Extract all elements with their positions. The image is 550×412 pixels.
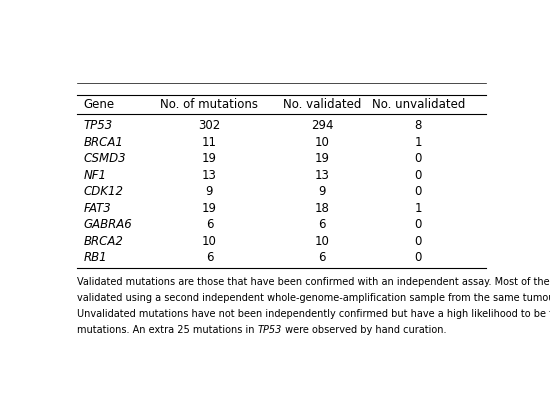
- Text: 0: 0: [415, 169, 422, 182]
- Text: 9: 9: [206, 185, 213, 198]
- Text: FAT3: FAT3: [84, 201, 112, 215]
- Text: TP53: TP53: [84, 119, 113, 132]
- Text: 6: 6: [206, 218, 213, 231]
- Text: 1: 1: [415, 201, 422, 215]
- Text: 10: 10: [315, 234, 330, 248]
- Text: Validated mutations are those that have been confirmed with an independent assay: Validated mutations are those that have …: [77, 277, 550, 287]
- Text: 0: 0: [415, 251, 422, 264]
- Text: RB1: RB1: [84, 251, 107, 264]
- Text: No. validated: No. validated: [283, 98, 361, 112]
- Text: validated using a second independent whole-genome-amplification sample from the : validated using a second independent who…: [77, 293, 550, 303]
- Text: CDK12: CDK12: [84, 185, 124, 198]
- Text: No. unvalidated: No. unvalidated: [372, 98, 465, 112]
- Text: 0: 0: [415, 185, 422, 198]
- Text: BRCA2: BRCA2: [84, 234, 124, 248]
- Text: 1: 1: [415, 136, 422, 149]
- Text: CSMD3: CSMD3: [84, 152, 126, 165]
- Text: 13: 13: [202, 169, 217, 182]
- Text: GABRA6: GABRA6: [84, 218, 133, 231]
- Text: 6: 6: [206, 251, 213, 264]
- Text: TP53: TP53: [258, 325, 282, 335]
- Text: 6: 6: [318, 251, 326, 264]
- Text: 10: 10: [202, 234, 217, 248]
- Text: 10: 10: [315, 136, 330, 149]
- Text: 0: 0: [415, 218, 422, 231]
- Text: NF1: NF1: [84, 169, 107, 182]
- Text: mutations. An extra 25 mutations in: mutations. An extra 25 mutations in: [77, 325, 258, 335]
- Text: 294: 294: [311, 119, 334, 132]
- Text: 11: 11: [202, 136, 217, 149]
- Text: 13: 13: [315, 169, 330, 182]
- Text: 6: 6: [318, 218, 326, 231]
- Text: were observed by hand curation.: were observed by hand curation.: [282, 325, 447, 335]
- Text: No. of mutations: No. of mutations: [161, 98, 258, 112]
- Text: 19: 19: [202, 152, 217, 165]
- Text: 0: 0: [415, 152, 422, 165]
- Text: 19: 19: [315, 152, 330, 165]
- Text: 302: 302: [199, 119, 221, 132]
- Text: 9: 9: [318, 185, 326, 198]
- Text: 18: 18: [315, 201, 330, 215]
- Text: 8: 8: [415, 119, 422, 132]
- Text: 0: 0: [415, 234, 422, 248]
- Text: BRCA1: BRCA1: [84, 136, 124, 149]
- Text: Unvalidated mutations have not been independently confirmed but have a high like: Unvalidated mutations have not been inde…: [77, 309, 550, 319]
- Text: 19: 19: [202, 201, 217, 215]
- Text: Gene: Gene: [84, 98, 115, 112]
